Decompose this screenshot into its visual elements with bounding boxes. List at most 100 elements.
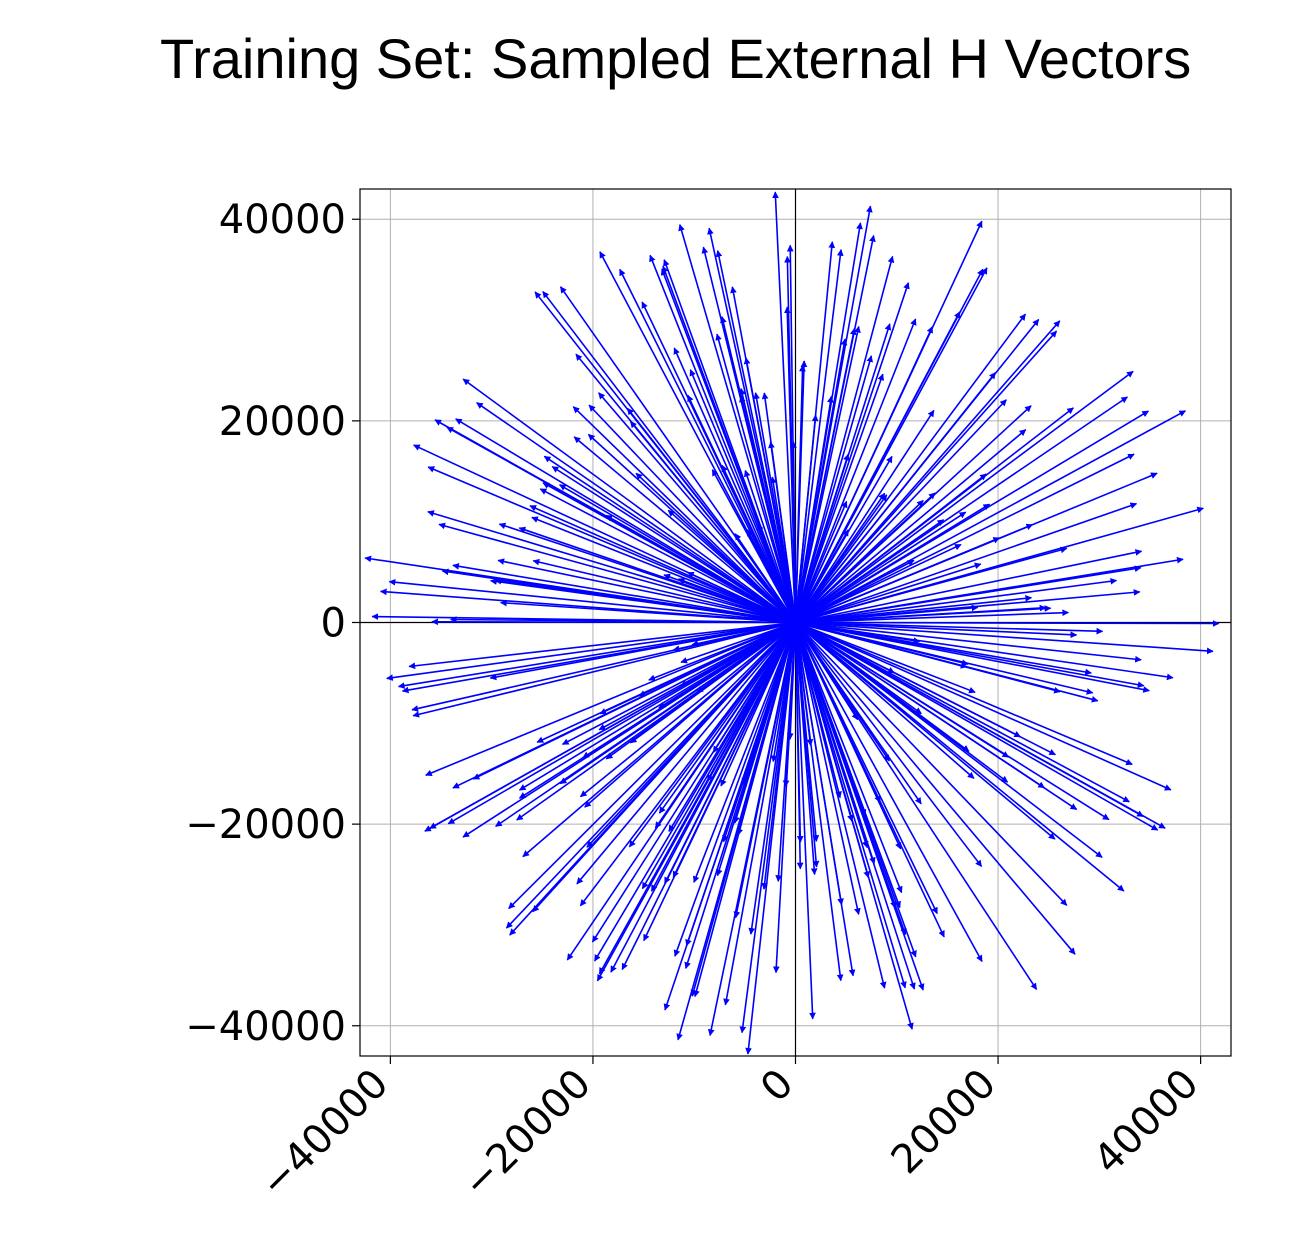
vector-arrow [584, 621, 797, 808]
vector-arrow [794, 330, 1058, 624]
vector-arrow [663, 622, 797, 1011]
vector-arrow [518, 526, 796, 624]
vector-arrow [635, 472, 797, 624]
vector-field [364, 191, 1220, 1055]
y-tick-label: −40000 [185, 1004, 346, 1050]
vector-arrow [588, 404, 797, 624]
vector-arrow [795, 370, 1134, 624]
vector-arrow [673, 347, 797, 623]
vector-arrow [794, 409, 935, 623]
vector-arrow [508, 621, 797, 910]
vector-arrow [795, 621, 1103, 858]
vector-arrow [518, 621, 796, 799]
vector-arrow [794, 355, 873, 623]
vector-arrow [794, 621, 1125, 892]
vector-arrow [794, 622, 903, 894]
vector-arrow [794, 234, 876, 623]
vector-arrow [795, 556, 1184, 624]
vector-arrow [795, 621, 1130, 803]
vector-arrow [599, 251, 797, 623]
vector-arrow [794, 622, 870, 879]
vector-arrow [566, 622, 797, 961]
vector-arrow [794, 455, 893, 623]
vector-arrow [536, 621, 796, 743]
vector-arrow [794, 414, 819, 623]
vector-arrow [412, 621, 796, 718]
vector-arrow [794, 255, 895, 623]
vector-arrow [619, 268, 797, 623]
vector-arrow [689, 369, 797, 623]
vector-arrow [532, 621, 797, 913]
vector-arrow [572, 406, 797, 624]
vector-arrow [678, 224, 797, 623]
vector-arrow [693, 622, 797, 883]
vector-arrow [489, 621, 796, 681]
vector-arrow [687, 394, 797, 623]
vector-arrow [794, 622, 925, 991]
vector-arrow [388, 578, 796, 624]
vector-arrow [707, 227, 797, 623]
vector-arrow [794, 622, 983, 963]
vector-arrow [761, 392, 797, 623]
vector-arrow [559, 286, 797, 623]
vector-arrow [795, 577, 1118, 624]
vector-arrow [591, 622, 797, 943]
vector-arrow [743, 469, 797, 623]
vector-arrow [593, 622, 797, 962]
vector-arrow [795, 621, 1174, 681]
vector-arrow [579, 621, 797, 798]
vector-arrow [497, 558, 796, 624]
vector-arrow [794, 622, 916, 990]
vector-arrow [795, 621, 895, 674]
vector-arrow [673, 622, 797, 957]
vector-arrow [794, 622, 804, 870]
vector-arrow [561, 621, 796, 746]
vector-arrow [794, 313, 1027, 623]
vector-arrow [795, 537, 1001, 624]
vector-arrow [579, 622, 797, 907]
vector-arrow [795, 620, 1220, 627]
vector-arrow [794, 621, 1068, 906]
vector-arrow [794, 621, 1076, 955]
vector-arrow [408, 621, 796, 670]
y-axis-ticks: −40000 −20000 0 20000 40000 [185, 197, 360, 1050]
vector-arrow [795, 410, 1187, 624]
vector-arrow [447, 621, 796, 825]
x-tick-label: 0 [752, 1061, 803, 1112]
vector-arrow [795, 604, 1047, 624]
vector-arrow [795, 621, 1078, 639]
vector-arrow [795, 621, 1133, 766]
vector-arrow [795, 621, 1172, 791]
vector-arrow [794, 429, 1027, 624]
y-tick-label: 0 [321, 601, 346, 647]
vector-arrow [452, 621, 796, 789]
vector-arrow [649, 254, 797, 623]
vector-arrow [736, 622, 797, 836]
vector-arrow [795, 621, 1159, 831]
vector-arrow [680, 621, 796, 664]
vector-arrow [542, 291, 797, 623]
vector-arrow [794, 318, 917, 623]
vector-arrow [621, 622, 797, 971]
vector-arrow [427, 510, 796, 624]
vector-arrow [795, 621, 1145, 688]
vector-arrow [371, 613, 796, 624]
vector-arrow [598, 392, 797, 624]
vector-arrow [795, 621, 976, 694]
y-tick-label: −20000 [185, 802, 346, 848]
vector-arrow [795, 511, 967, 624]
vector-arrow [455, 418, 796, 624]
vector-arrow [795, 506, 1204, 624]
vector-arrow [438, 522, 796, 624]
x-tick-label: 40000 [1085, 1061, 1208, 1184]
x-tick-label: −20000 [454, 1061, 600, 1207]
vector-arrow [794, 622, 844, 906]
vector-arrow [462, 378, 796, 624]
vector-arrow [794, 318, 1040, 624]
vector-arrow [446, 426, 796, 624]
vector-arrow [794, 622, 938, 915]
vector-arrow [794, 222, 863, 623]
vector-arrow [770, 622, 797, 763]
vector-arrow [397, 621, 796, 689]
